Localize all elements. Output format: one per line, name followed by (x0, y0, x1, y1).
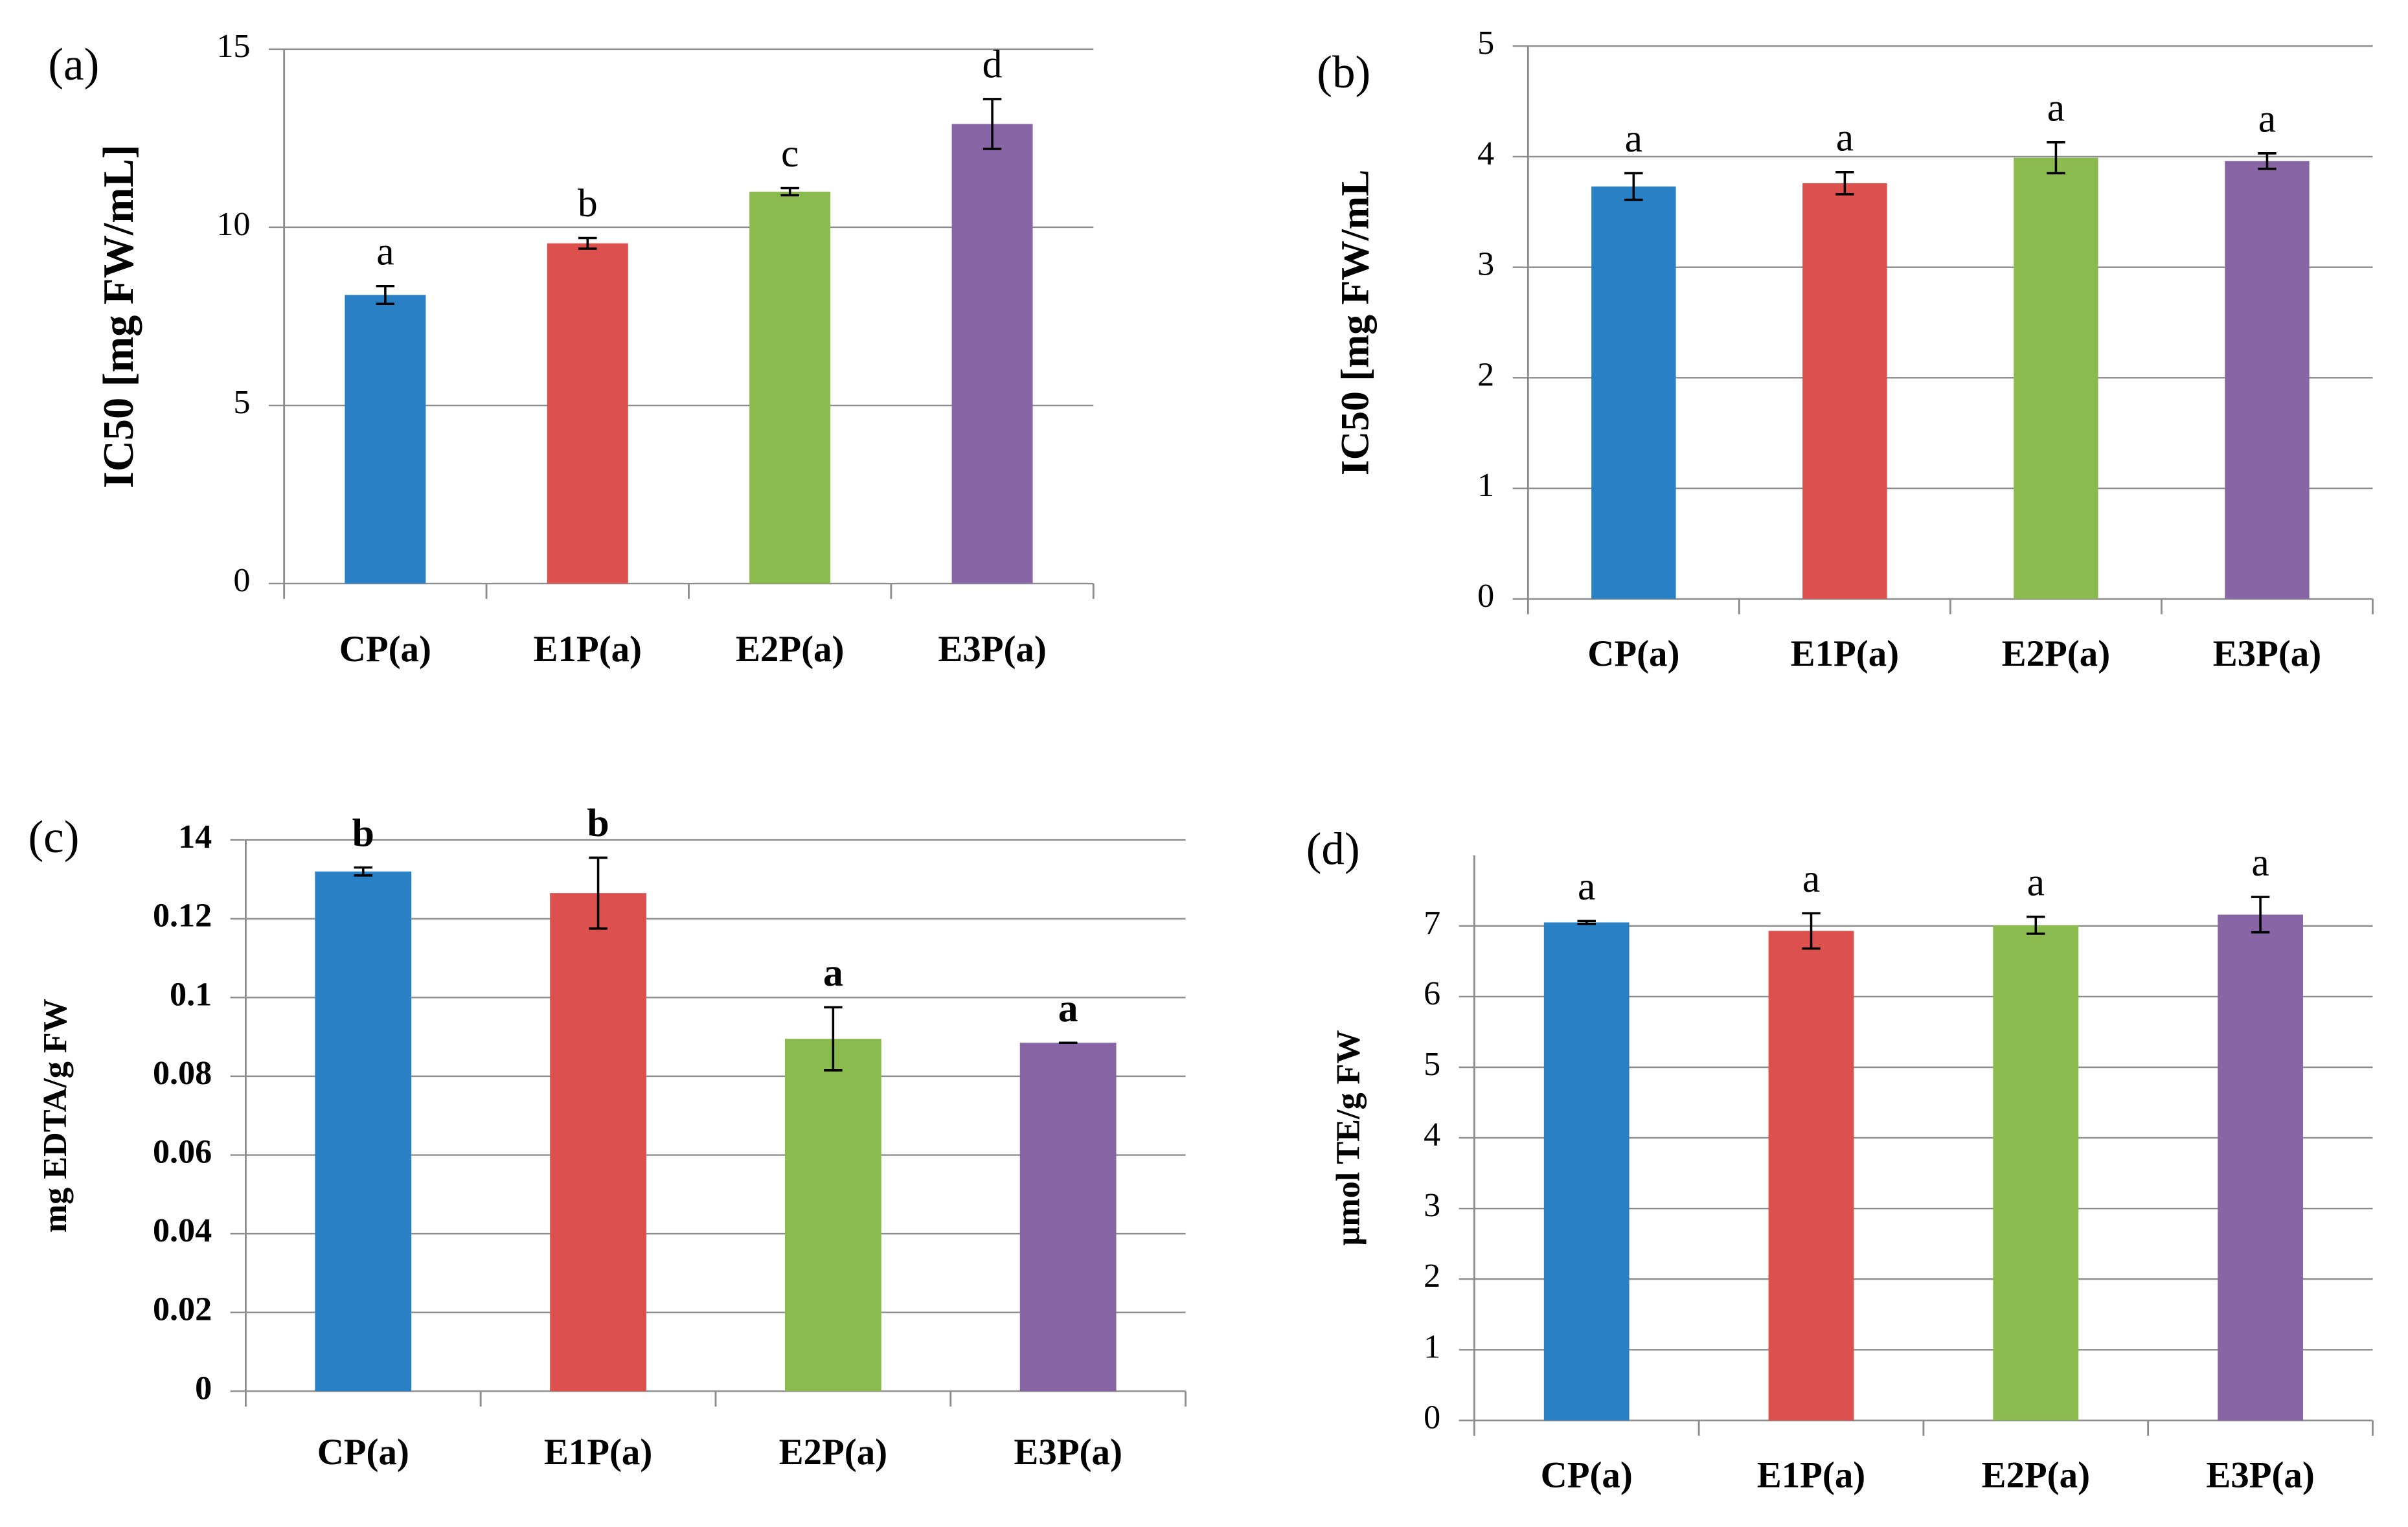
x-tick-label: E3P(a) (938, 629, 1046, 670)
bar (1019, 1043, 1117, 1392)
bar (784, 1039, 881, 1392)
y-tick-label: 0.1 (170, 976, 212, 1013)
bar (2225, 161, 2310, 599)
y-tick-label: 5 (233, 384, 250, 421)
y-tick-label: 0.08 (153, 1055, 212, 1092)
y-tick-label: 2 (1477, 356, 1494, 393)
x-tick-label: E2P(a) (736, 629, 844, 670)
y-axis-label: IC50 [mg FW/mL] (95, 144, 142, 488)
significance-letter: a (1578, 865, 1595, 909)
significance-letter: a (1802, 857, 1820, 901)
y-tick-label: 15 (216, 28, 250, 65)
y-tick-label: 0 (1424, 1399, 1440, 1436)
x-tick-label: E3P(a) (1014, 1432, 1122, 1473)
significance-letter: d (983, 43, 1003, 87)
significance-letter: b (352, 811, 374, 855)
panel-label: (a) (48, 40, 99, 90)
significance-letter: a (2258, 97, 2276, 141)
bar (1802, 183, 1887, 599)
y-axis-label: µmol TE/g FW (1330, 1030, 1367, 1245)
panel-label: (b) (1317, 47, 1370, 98)
y-tick-label: 5 (1477, 25, 1494, 62)
panel-label: (d) (1306, 824, 1360, 875)
y-tick-label: 14 (178, 819, 212, 855)
y-tick-label: 7 (1424, 905, 1440, 942)
y-tick-label: 5 (1424, 1046, 1440, 1083)
bar (345, 295, 426, 584)
x-tick-label: E3P(a) (2213, 633, 2321, 674)
y-tick-label: 1 (1477, 467, 1494, 504)
y-tick-label: 2 (1424, 1258, 1440, 1295)
y-axis-label: IC50 [mg FW/mL (1334, 170, 1378, 476)
bar (315, 871, 412, 1392)
significance-letter: a (1058, 986, 1078, 1030)
x-tick-label: E1P(a) (534, 629, 642, 670)
significance-letter: a (823, 951, 843, 995)
x-tick-label: E1P(a) (1757, 1455, 1865, 1496)
y-tick-label: 1 (1424, 1328, 1440, 1365)
y-tick-label: 0.02 (153, 1291, 212, 1328)
x-tick-label: E3P(a) (2206, 1455, 2314, 1496)
bar (550, 893, 646, 1392)
x-tick-label: CP(a) (339, 629, 431, 670)
significance-letter: a (2027, 860, 2045, 904)
x-tick-label: E2P(a) (2002, 633, 2110, 674)
x-tick-label: CP(a) (1541, 1455, 1633, 1496)
x-tick-label: E1P(a) (1791, 633, 1899, 674)
y-tick-label: 3 (1424, 1187, 1440, 1224)
y-tick-label: 10 (216, 206, 250, 243)
panel-label: (c) (28, 812, 80, 863)
y-tick-label: 0.12 (153, 898, 212, 934)
y-tick-label: 0.04 (153, 1212, 212, 1249)
y-tick-label: 6 (1424, 975, 1440, 1012)
y-tick-label: 0 (1477, 578, 1494, 615)
y-axis-label: mg EDTA/g FW (37, 999, 74, 1232)
bar (951, 124, 1033, 584)
significance-letter: b (587, 801, 609, 845)
bar (1993, 925, 2079, 1421)
y-tick-label: 0 (195, 1370, 212, 1407)
x-tick-label: CP(a) (317, 1432, 409, 1473)
significance-letter: a (2251, 841, 2269, 885)
significance-letter: a (1625, 117, 1642, 161)
bar (1543, 922, 1630, 1421)
bar (547, 243, 628, 584)
bar (749, 191, 831, 584)
y-tick-label: 0 (233, 562, 250, 599)
bar (1768, 931, 1854, 1421)
x-tick-label: E1P(a) (544, 1432, 652, 1473)
x-tick-label: E2P(a) (1982, 1455, 2090, 1496)
bar (2218, 914, 2303, 1421)
x-tick-label: CP(a) (1587, 633, 1679, 674)
significance-letter: a (1836, 116, 1854, 160)
x-tick-label: E2P(a) (779, 1432, 887, 1473)
y-tick-label: 4 (1477, 135, 1494, 172)
significance-letter: b (578, 181, 598, 225)
significance-letter: c (781, 131, 799, 175)
significance-letter: a (376, 229, 394, 273)
significance-letter: a (2047, 85, 2065, 130)
y-tick-label: 4 (1424, 1116, 1440, 1153)
bar (1591, 187, 1676, 599)
y-tick-label: 0.06 (153, 1133, 212, 1170)
bar (2014, 157, 2098, 599)
y-tick-label: 3 (1477, 246, 1494, 283)
